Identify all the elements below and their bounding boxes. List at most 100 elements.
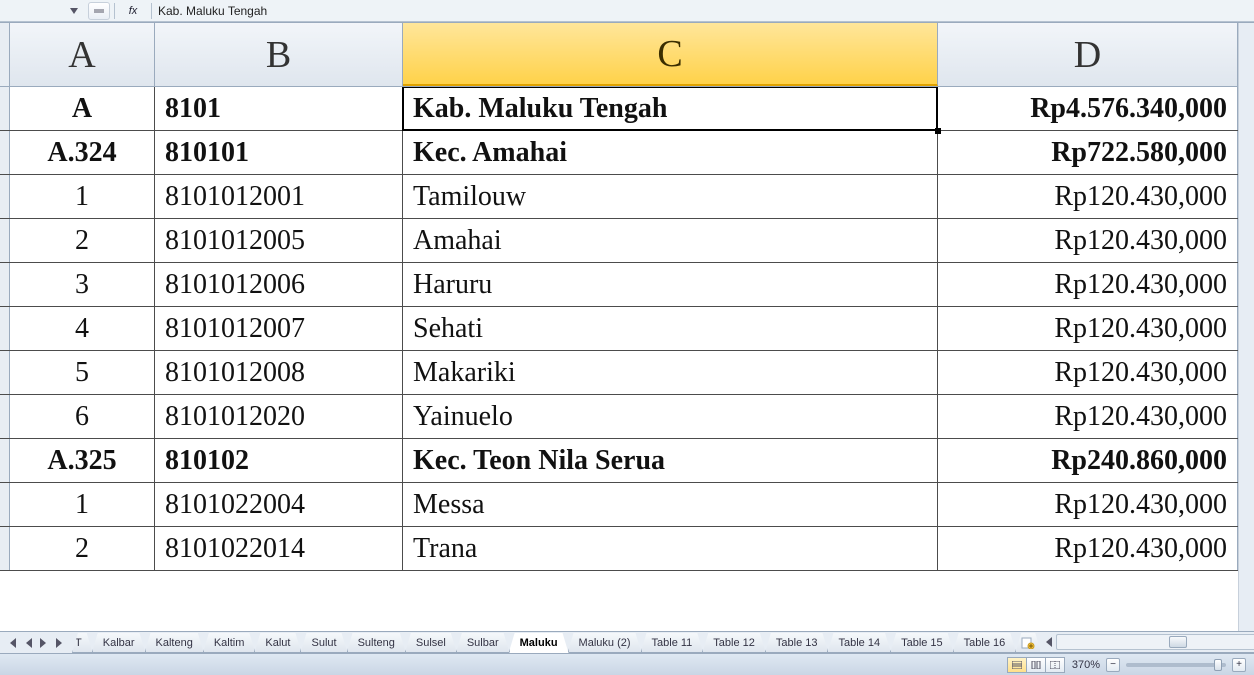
cell-B[interactable]: 810101: [155, 131, 403, 174]
cell-D[interactable]: Rp120.430,000: [938, 483, 1238, 526]
tab-nav-prev-icon[interactable]: [20, 635, 36, 651]
select-all-corner[interactable]: [0, 23, 10, 86]
cell-B[interactable]: 8101012005: [155, 219, 403, 262]
cell-D[interactable]: Rp120.430,000: [938, 307, 1238, 350]
sheet-tab[interactable]: Table 16: [953, 633, 1017, 653]
tab-nav-first-icon[interactable]: [4, 635, 20, 651]
cell-C[interactable]: Sehati: [403, 307, 938, 350]
cell-A[interactable]: 4: [10, 307, 155, 350]
column-header-A[interactable]: A: [10, 23, 155, 86]
cell-C[interactable]: Trana: [403, 527, 938, 570]
tab-nav-last-icon[interactable]: [52, 635, 68, 651]
row-header[interactable]: [0, 483, 10, 526]
cell-B[interactable]: 8101: [155, 87, 403, 130]
hscroll-left-icon[interactable]: [1040, 635, 1056, 649]
tab-nav-next-icon[interactable]: [36, 635, 52, 651]
row-header[interactable]: [0, 175, 10, 218]
sheet-tab[interactable]: Table 13: [765, 633, 829, 653]
cell-D[interactable]: Rp120.430,000: [938, 219, 1238, 262]
sheet-tab[interactable]: Table 11: [641, 633, 704, 653]
cell-B[interactable]: 8101012008: [155, 351, 403, 394]
cell-A[interactable]: A.324: [10, 131, 155, 174]
row-header[interactable]: [0, 219, 10, 262]
name-box-dropdown-icon[interactable]: [68, 5, 80, 17]
sheet-tab[interactable]: Maluku: [509, 633, 569, 653]
cell-A[interactable]: 1: [10, 483, 155, 526]
cell-C[interactable]: Haruru: [403, 263, 938, 306]
sheet-tab[interactable]: Kalbar: [92, 633, 146, 653]
row-header[interactable]: [0, 351, 10, 394]
sheet-tab[interactable]: Kalteng: [145, 633, 204, 653]
cell-A[interactable]: 2: [10, 527, 155, 570]
column-header-D[interactable]: D: [938, 23, 1238, 86]
cell-D[interactable]: Rp120.430,000: [938, 263, 1238, 306]
sheet-tab[interactable]: Kalut: [254, 633, 301, 653]
cell-B[interactable]: 8101022004: [155, 483, 403, 526]
row-header[interactable]: [0, 395, 10, 438]
view-normal-button[interactable]: [1007, 657, 1027, 673]
new-sheet-button[interactable]: [1015, 633, 1040, 653]
row-header[interactable]: [0, 439, 10, 482]
sheet-tab[interactable]: Sulsel: [405, 633, 457, 653]
cell-C[interactable]: Kab. Maluku Tengah: [403, 87, 938, 130]
row-header[interactable]: [0, 87, 10, 130]
sheet-tab[interactable]: Sulbar: [456, 633, 510, 653]
vertical-scrollbar[interactable]: [1238, 23, 1254, 631]
cell-D[interactable]: Rp120.430,000: [938, 175, 1238, 218]
zoom-in-button[interactable]: +: [1232, 658, 1246, 672]
cell-C[interactable]: Makariki: [403, 351, 938, 394]
cell-D[interactable]: Rp722.580,000: [938, 131, 1238, 174]
cell-C[interactable]: Tamilouw: [403, 175, 938, 218]
cell-B[interactable]: 8101012020: [155, 395, 403, 438]
column-header-C[interactable]: C: [403, 23, 938, 86]
row-header[interactable]: [0, 263, 10, 306]
sheet-tab[interactable]: Kaltim: [203, 633, 256, 653]
sheet-tab[interactable]: Table 14: [827, 633, 891, 653]
horizontal-scrollbar[interactable]: [1056, 634, 1254, 650]
cell-D[interactable]: Rp120.430,000: [938, 527, 1238, 570]
cell-A[interactable]: A.325: [10, 439, 155, 482]
sheet-tab[interactable]: Table 12: [702, 633, 766, 653]
zoom-percent-label[interactable]: 370%: [1072, 659, 1100, 671]
sheet-tab[interactable]: Sulteng: [347, 633, 406, 653]
fx-icon[interactable]: fx: [123, 5, 143, 17]
cell-D[interactable]: Rp4.576.340,000: [938, 87, 1238, 130]
cell-A[interactable]: 2: [10, 219, 155, 262]
view-page-break-button[interactable]: [1045, 657, 1065, 673]
cell-A[interactable]: 1: [10, 175, 155, 218]
view-page-layout-button[interactable]: [1026, 657, 1046, 673]
sheet-tab[interactable]: Table 15: [890, 633, 954, 653]
cell-D[interactable]: Rp120.430,000: [938, 395, 1238, 438]
cell-B[interactable]: 8101022014: [155, 527, 403, 570]
cell-B[interactable]: 8101012007: [155, 307, 403, 350]
expand-formula-bar-button[interactable]: [88, 2, 110, 20]
row-header[interactable]: [0, 131, 10, 174]
cell-B[interactable]: 8101012001: [155, 175, 403, 218]
cell-D[interactable]: Rp120.430,000: [938, 351, 1238, 394]
column-header-B[interactable]: B: [155, 23, 403, 86]
cell-C[interactable]: Messa: [403, 483, 938, 526]
grid-body[interactable]: A8101Kab. Maluku TengahRp4.576.340,000 A.…: [0, 87, 1254, 631]
cell-A[interactable]: 6: [10, 395, 155, 438]
cell-C[interactable]: Kec. Teon Nila Serua: [403, 439, 938, 482]
cell-C[interactable]: Kec. Amahai: [403, 131, 938, 174]
zoom-slider[interactable]: [1126, 663, 1226, 667]
sheet-tab[interactable]: Maluku (2): [568, 633, 642, 653]
formula-bar: fx: [0, 0, 1254, 22]
cell-B[interactable]: 810102: [155, 439, 403, 482]
zoom-out-button[interactable]: −: [1106, 658, 1120, 672]
sheet-tab[interactable]: Sulut: [300, 633, 347, 653]
cell-C[interactable]: Amahai: [403, 219, 938, 262]
sheet-tab-partial[interactable]: T: [72, 633, 93, 653]
cell-A[interactable]: 5: [10, 351, 155, 394]
cell-B[interactable]: 8101012006: [155, 263, 403, 306]
cell-A[interactable]: 3: [10, 263, 155, 306]
row-header[interactable]: [0, 307, 10, 350]
cell-C[interactable]: Yainuelo: [403, 395, 938, 438]
formula-input[interactable]: [154, 0, 1254, 21]
cell-D[interactable]: Rp240.860,000: [938, 439, 1238, 482]
cell-A[interactable]: A: [10, 87, 155, 130]
row-header[interactable]: [0, 527, 10, 570]
hscroll-thumb[interactable]: [1169, 636, 1187, 648]
zoom-slider-knob[interactable]: [1214, 659, 1222, 671]
